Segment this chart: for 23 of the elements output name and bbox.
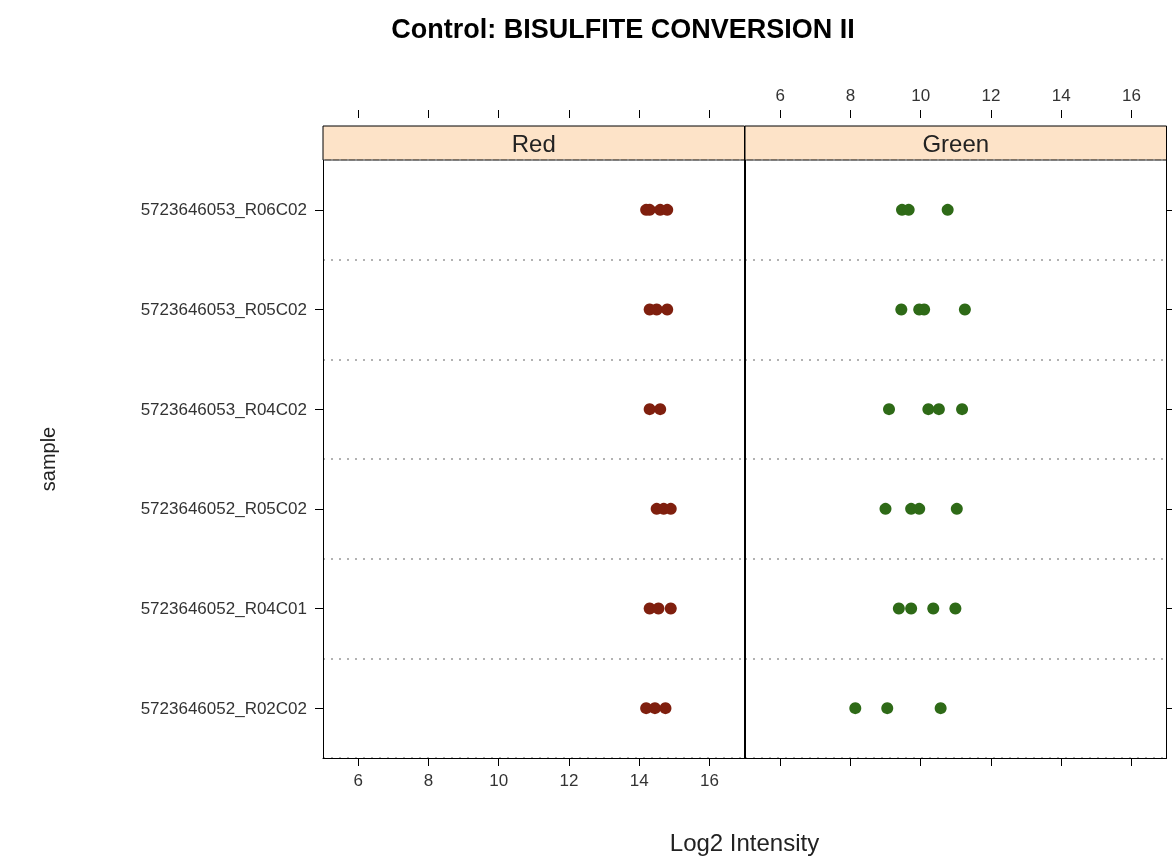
x-tick-label: 10 [489, 771, 509, 790]
x-tick-label: 12 [559, 771, 579, 790]
x2-tick-label: 10 [910, 86, 930, 105]
y-tick-label: 5723646052_R02C02 [140, 698, 307, 718]
y-tick-label: 5723646052_R04C01 [140, 599, 307, 618]
text: Green [921, 129, 989, 157]
x2-tick-label: 14 [1051, 86, 1071, 105]
text: Red [511, 129, 556, 157]
x2-tick-label: 16 [1121, 86, 1141, 105]
x2-tick-label: 6 [774, 86, 785, 105]
x-tick-label: 16 [699, 771, 719, 790]
chart-title: Control: BISULFITE CONVERSION II [391, 13, 855, 44]
y-tick-label: 5723646053_R06C02 [140, 200, 307, 220]
y-tick-label: 5723646053_R05C02 [140, 300, 307, 319]
x2-tick-label: 12 [980, 86, 1000, 105]
x-tick-label: 8 [423, 771, 434, 790]
x-tick-label: 14 [629, 771, 649, 790]
y-tick-label: 5723646052_R05C02 [140, 499, 307, 519]
x-tick-label: 6 [353, 771, 363, 790]
y-axis-title: sample [37, 426, 59, 492]
y-tick-label: 5723646053_R04C02 [140, 399, 307, 419]
x2-tick-label: 8 [845, 86, 855, 105]
x-axis-title: Log2 Intensity [669, 828, 820, 856]
